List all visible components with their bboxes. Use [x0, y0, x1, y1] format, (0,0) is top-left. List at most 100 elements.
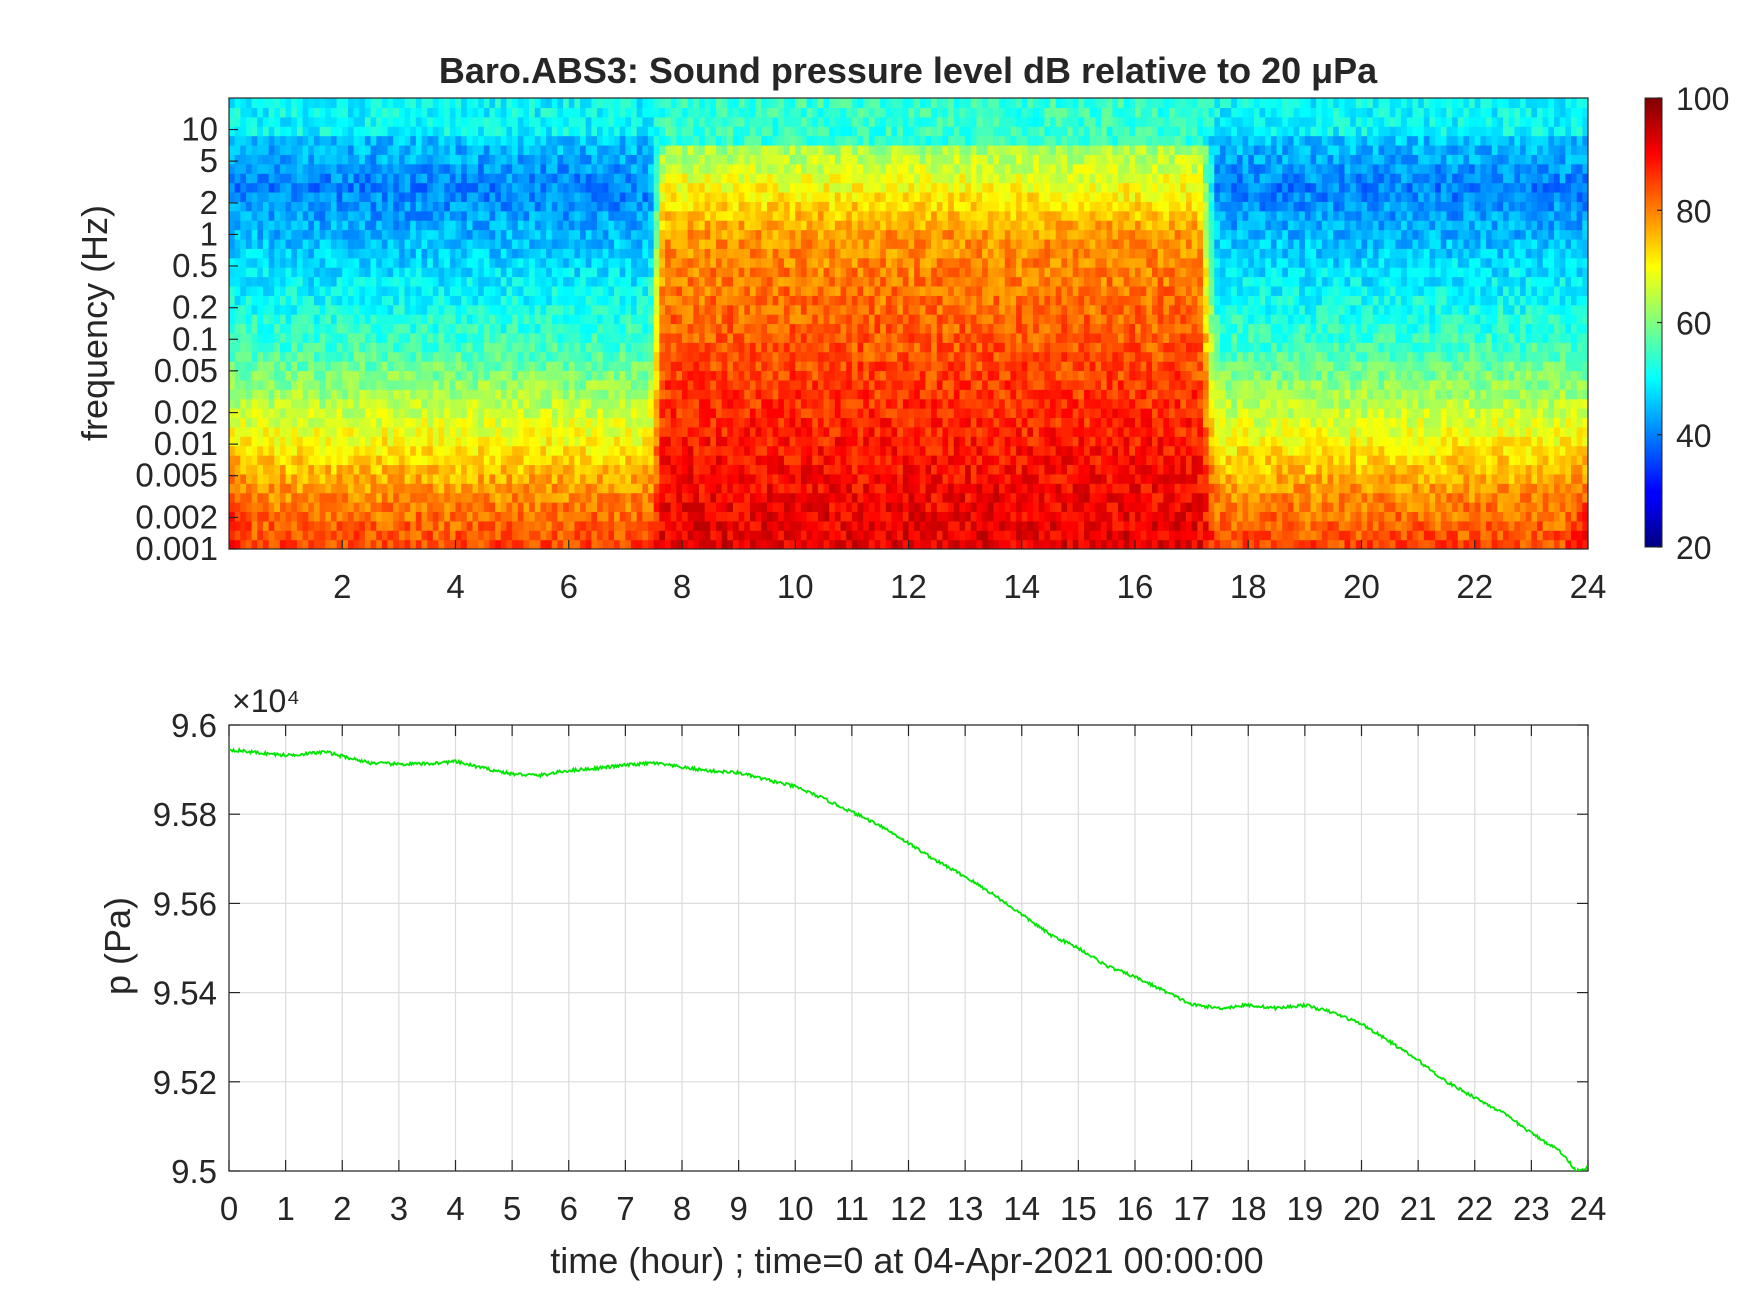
spectrogram-cell — [347, 473, 355, 484]
spectrogram-cell — [625, 520, 632, 531]
spectrogram-cell — [296, 445, 304, 456]
spectrogram-cell — [721, 408, 728, 419]
spectrogram-cell — [438, 116, 445, 127]
spectrogram-cell — [597, 144, 604, 155]
spectrogram-cell — [642, 191, 649, 202]
spectrogram-cell — [529, 370, 536, 381]
spectrogram-cell — [563, 144, 570, 155]
spectrogram-cell — [597, 436, 604, 447]
spectrogram-cell — [359, 210, 366, 221]
spectrogram-cell — [500, 201, 508, 212]
spectrogram-cell — [665, 116, 672, 127]
spectrogram-cell — [376, 267, 383, 278]
spectrogram-cell — [455, 323, 462, 334]
spectrogram-cell — [755, 182, 762, 193]
spectrogram-cell — [461, 238, 468, 249]
spectrogram-cell — [755, 492, 762, 503]
spectrogram-cell — [347, 314, 355, 325]
spectrogram-cell — [676, 116, 683, 127]
spectrogram-cell — [415, 229, 423, 240]
spectrogram-cell — [466, 276, 474, 287]
spectrogram-cell — [749, 144, 757, 155]
spectrogram-cell — [665, 530, 672, 541]
spectrogram-cell — [449, 191, 457, 202]
spectrogram-cell — [274, 285, 281, 296]
spectrogram-cell — [540, 314, 547, 325]
spectrogram-cell — [398, 201, 406, 212]
spectrogram-cell — [404, 135, 411, 146]
spectrogram-cell — [285, 473, 292, 484]
spectrogram-cell — [744, 520, 751, 531]
spectrogram-cell — [608, 379, 615, 390]
spectrogram-cell — [296, 285, 304, 296]
spectrogram-cell — [670, 163, 677, 174]
spectrogram-cell — [517, 98, 525, 108]
spectrogram-cell — [347, 267, 355, 278]
spectrogram-cell — [659, 116, 666, 127]
spectrogram-cell — [648, 107, 655, 118]
spectrogram-cell — [404, 483, 411, 494]
spectrogram-cell — [551, 464, 559, 475]
spectrogram-cell — [749, 445, 757, 456]
spectrogram-cell — [376, 191, 383, 202]
spectrogram-cell — [404, 304, 411, 315]
spectrogram-cell — [302, 323, 309, 334]
spectrogram-cell — [625, 163, 632, 174]
spectrogram-cell — [529, 116, 536, 127]
spectrogram-cell — [415, 135, 423, 146]
spectrogram-cell — [415, 154, 423, 165]
spectrogram-cell — [529, 361, 536, 372]
spectrogram-cell — [625, 314, 632, 325]
spectrogram-cell — [761, 182, 768, 193]
spectrogram-cell — [432, 276, 440, 287]
spectrogram-cell — [415, 191, 423, 202]
spectrogram-cell — [665, 107, 672, 118]
spectrogram-cell — [483, 191, 491, 202]
spectrogram-cell — [398, 473, 406, 484]
spectrogram-cell — [608, 473, 615, 484]
spectrogram-cell — [444, 220, 451, 231]
spectrogram-cell — [308, 295, 315, 306]
spectrogram-cell — [778, 154, 785, 165]
spectrogram-cell — [580, 342, 587, 353]
spectrogram-cell — [557, 248, 564, 259]
spectrogram-cell — [540, 455, 547, 466]
spectrogram-cell — [625, 408, 632, 419]
spectrogram-cell — [308, 238, 315, 249]
spectrogram-cell — [517, 276, 525, 287]
spectrogram-cell — [427, 445, 434, 456]
spectrogram-cell — [687, 539, 694, 549]
spectrogram-cell — [614, 210, 621, 221]
spectrogram-cell — [704, 464, 711, 475]
spectrogram-cell — [483, 455, 491, 466]
spectrogram-cell — [489, 492, 496, 503]
spectrogram-cell — [262, 144, 270, 155]
spectrogram-cell — [721, 295, 728, 306]
spectrogram-cell — [347, 323, 355, 334]
spectrogram-cell — [466, 126, 474, 137]
spectrogram-cell — [438, 295, 445, 306]
spectrogram-cell — [478, 455, 485, 466]
spectrogram-cell — [245, 511, 253, 522]
spectrogram-cell — [506, 220, 513, 231]
spectrogram-cell — [387, 154, 394, 165]
spectrogram-cell — [285, 323, 292, 334]
spectrogram-cell — [806, 436, 813, 447]
spectrogram-cell — [359, 426, 366, 437]
spectrogram-cell — [512, 201, 519, 212]
spectrogram-cell — [738, 520, 745, 531]
spectrogram-cell — [444, 98, 451, 108]
spectrogram-cell — [580, 370, 587, 381]
spectrogram-cell — [489, 238, 496, 249]
spectrogram-cell — [251, 135, 258, 146]
spectrogram-cell — [715, 295, 723, 306]
spectrogram-cell — [245, 539, 253, 549]
spectrogram-cell — [568, 116, 576, 127]
spectrogram-cell — [268, 539, 275, 549]
spectrogram-cell — [274, 492, 281, 503]
spectrogram-cell — [715, 191, 723, 202]
spectrogram-cell — [789, 342, 796, 353]
spectrogram-cell — [597, 323, 604, 334]
spectrogram-cell — [721, 455, 728, 466]
spectrogram-cell — [631, 220, 638, 231]
